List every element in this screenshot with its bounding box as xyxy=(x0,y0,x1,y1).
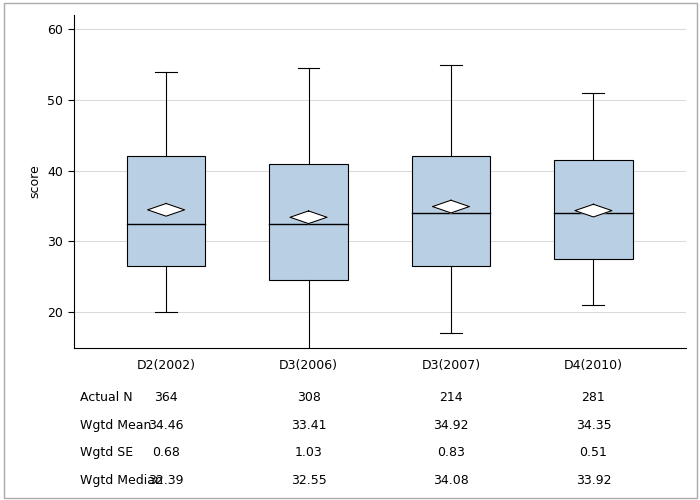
Text: 0.51: 0.51 xyxy=(580,446,608,459)
Polygon shape xyxy=(575,204,612,217)
Text: 34.08: 34.08 xyxy=(433,474,469,486)
Text: Actual N: Actual N xyxy=(80,392,132,404)
Bar xyxy=(554,160,633,259)
Text: D3(2006): D3(2006) xyxy=(279,360,338,372)
Text: 0.83: 0.83 xyxy=(437,446,465,459)
Bar xyxy=(412,156,490,266)
Polygon shape xyxy=(433,200,470,213)
Text: 33.92: 33.92 xyxy=(575,474,611,486)
Polygon shape xyxy=(290,211,327,224)
Text: 32.39: 32.39 xyxy=(148,474,184,486)
Text: 364: 364 xyxy=(154,392,178,404)
Bar xyxy=(127,156,205,266)
Text: 34.35: 34.35 xyxy=(575,419,611,432)
Text: D2(2002): D2(2002) xyxy=(136,360,195,372)
Text: 32.55: 32.55 xyxy=(290,474,326,486)
Text: D3(2007): D3(2007) xyxy=(421,360,480,372)
Text: D4(2010): D4(2010) xyxy=(564,360,623,372)
Text: Wgtd Mean: Wgtd Mean xyxy=(80,419,151,432)
Text: 0.68: 0.68 xyxy=(152,446,180,459)
Text: 1.03: 1.03 xyxy=(295,446,323,459)
Text: 33.41: 33.41 xyxy=(290,419,326,432)
Text: 34.46: 34.46 xyxy=(148,419,184,432)
Text: 281: 281 xyxy=(582,392,606,404)
Text: Wgtd SE: Wgtd SE xyxy=(80,446,133,459)
Text: 214: 214 xyxy=(439,392,463,404)
Bar xyxy=(270,164,348,280)
Text: Wgtd Median: Wgtd Median xyxy=(80,474,162,486)
Polygon shape xyxy=(148,204,185,216)
Text: 34.92: 34.92 xyxy=(433,419,469,432)
Text: 308: 308 xyxy=(297,392,321,404)
Y-axis label: score: score xyxy=(29,164,41,198)
